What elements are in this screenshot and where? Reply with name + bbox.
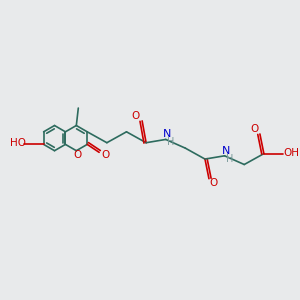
Text: O: O bbox=[73, 150, 81, 160]
Text: H: H bbox=[226, 154, 233, 164]
Text: O: O bbox=[131, 111, 139, 121]
Text: N: N bbox=[163, 130, 171, 140]
Text: HO: HO bbox=[10, 138, 26, 148]
Text: O: O bbox=[251, 124, 259, 134]
Text: OH: OH bbox=[284, 148, 299, 158]
Text: H: H bbox=[167, 137, 174, 147]
Text: O: O bbox=[101, 150, 109, 160]
Text: N: N bbox=[221, 146, 230, 156]
Text: O: O bbox=[210, 178, 218, 188]
